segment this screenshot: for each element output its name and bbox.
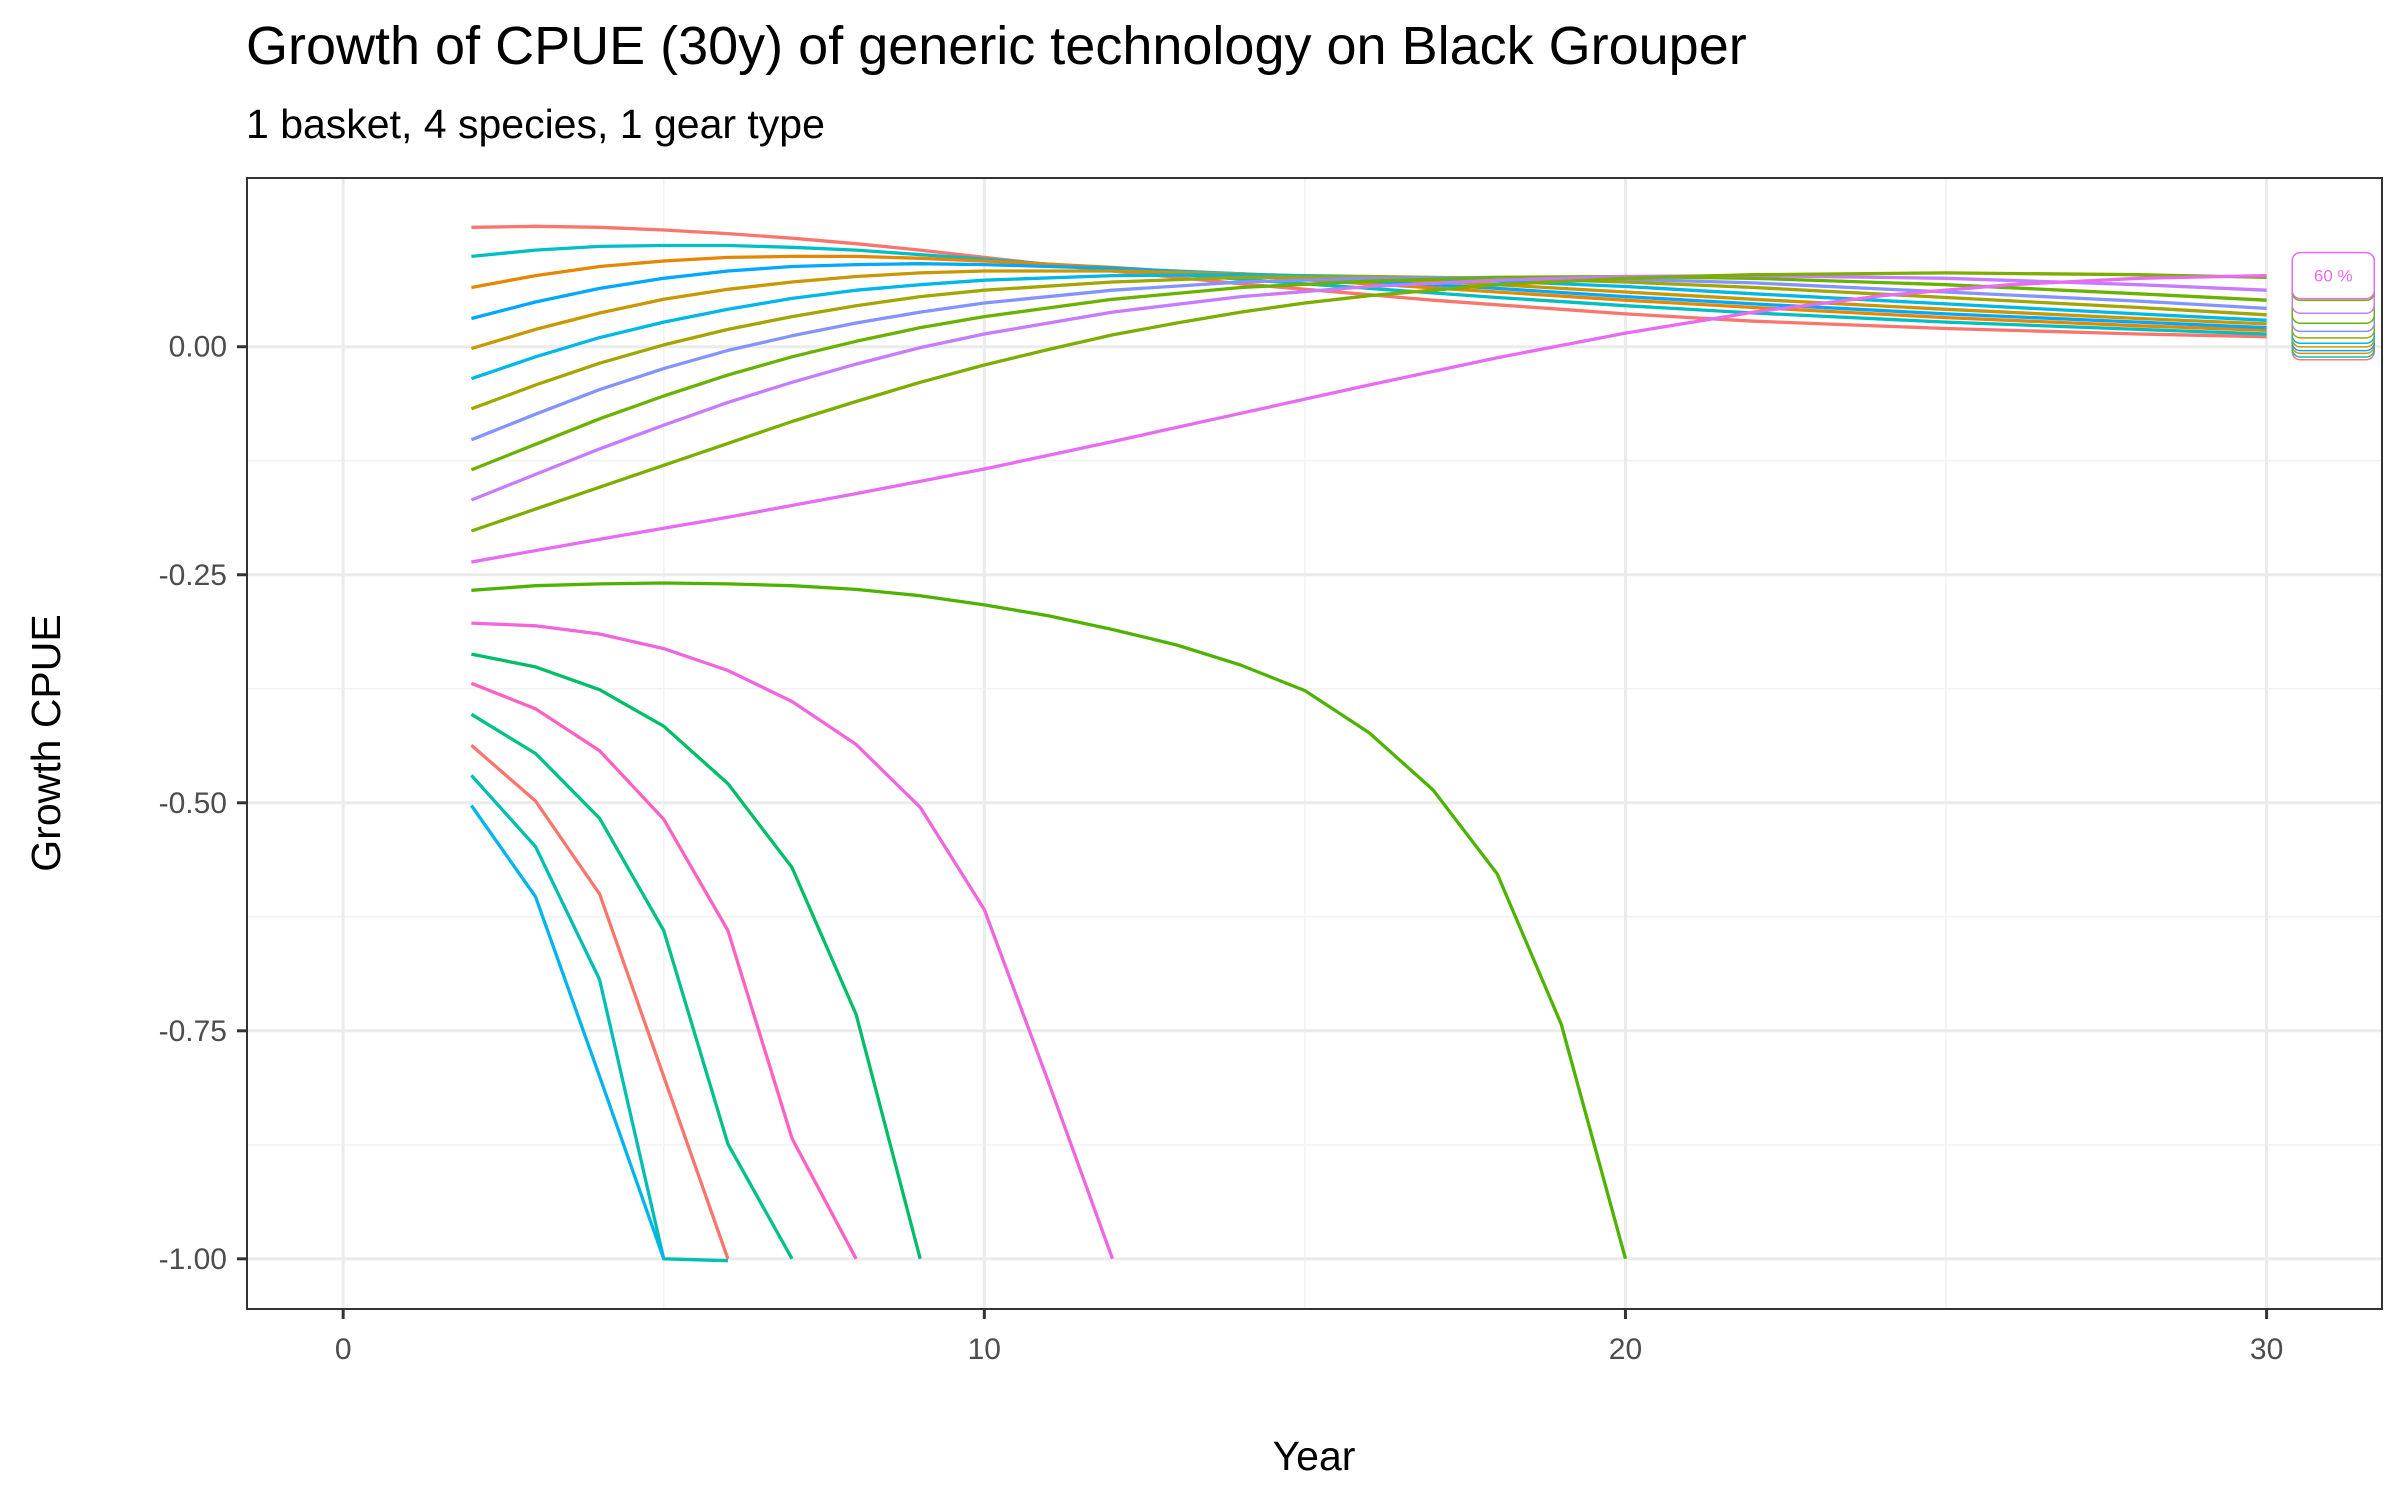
y-tick-label: -1.00 bbox=[159, 1243, 227, 1276]
axes: 0 10 20 30 0.00 -0.25 -0.50 -0.75 -1.00 bbox=[159, 331, 2284, 1366]
series-line bbox=[470, 274, 2267, 472]
end-label-text: 60 % bbox=[2314, 267, 2353, 286]
x-tick-label: 10 bbox=[968, 1333, 1001, 1366]
series-line bbox=[471, 621, 1115, 1260]
series-line bbox=[470, 269, 2267, 351]
y-tick-label: -0.75 bbox=[159, 1015, 227, 1048]
y-axis-title: Growth CPUE bbox=[23, 614, 69, 871]
series-line bbox=[470, 275, 2267, 442]
series-line bbox=[470, 804, 666, 1260]
series-line bbox=[470, 271, 2267, 533]
series-line bbox=[470, 262, 2267, 330]
series-line bbox=[471, 652, 922, 1260]
series-line bbox=[470, 744, 730, 1260]
series-line bbox=[470, 274, 2267, 411]
x-tick-label: 20 bbox=[1609, 1333, 1642, 1366]
series-lines bbox=[470, 224, 2267, 1263]
series-line bbox=[470, 273, 2267, 381]
series-line bbox=[471, 273, 2267, 564]
end-label-box bbox=[2291, 251, 2375, 300]
x-axis-title: Year bbox=[1273, 1433, 1356, 1479]
chart-subtitle: 1 basket, 4 species, 1 gear type bbox=[246, 101, 825, 147]
plot-panel-border bbox=[246, 177, 2383, 1310]
y-tick-label: -0.50 bbox=[159, 787, 227, 820]
series-line bbox=[470, 712, 794, 1260]
series-line bbox=[471, 581, 1628, 1260]
x-tick-label: 30 bbox=[2250, 1333, 2283, 1366]
chart-title: Growth of CPUE (30y) of generic technolo… bbox=[246, 16, 1747, 76]
series-line bbox=[471, 224, 2267, 339]
y-tick-label: 0.00 bbox=[169, 331, 227, 364]
y-tick-label: -0.25 bbox=[159, 559, 227, 592]
series-line bbox=[470, 774, 728, 1263]
series-line bbox=[470, 273, 2267, 502]
x-tick-label: 0 bbox=[335, 1333, 352, 1366]
grid-lines bbox=[247, 178, 2382, 1309]
series-line bbox=[470, 681, 858, 1260]
end-labels: 60 % bbox=[2291, 251, 2375, 361]
